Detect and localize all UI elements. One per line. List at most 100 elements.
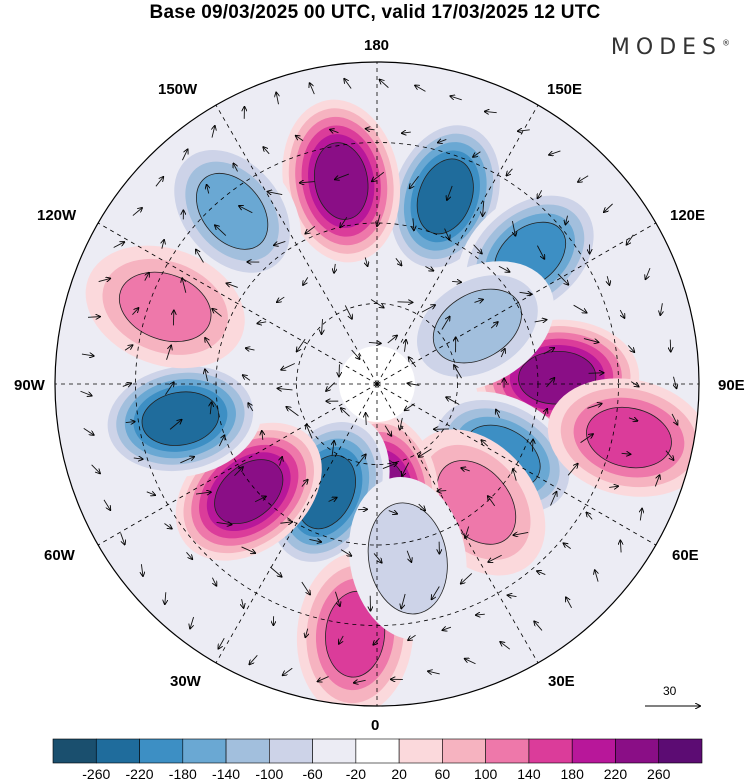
- wind-arrow: [573, 304, 587, 313]
- wind-arrow: [432, 586, 440, 599]
- wind-arrow: [98, 278, 111, 281]
- colorbar-tick-label: 220: [603, 766, 628, 782]
- wind-arrow: [297, 338, 306, 351]
- lon-label-60w: 60W: [44, 547, 75, 564]
- wind-arrow: [425, 266, 433, 270]
- colorbar-tick-label: 100: [473, 766, 498, 782]
- wind-arrow: [239, 206, 253, 214]
- wind-arrow: [83, 427, 94, 435]
- wind-arrow: [382, 463, 397, 469]
- wind-arrow: [660, 303, 662, 315]
- wind-arrow: [444, 228, 450, 240]
- colorbar-tick-label: 140: [517, 766, 541, 782]
- colorbar-tick-label: -100: [255, 766, 284, 782]
- wind-arrow: [508, 595, 517, 596]
- anomaly-contour: [118, 271, 212, 343]
- anomaly-contour: [416, 158, 474, 235]
- wind-arrow: [578, 175, 589, 182]
- colorbar-swatch: [182, 738, 227, 764]
- wind-arrow: [409, 357, 417, 368]
- wind-arrow: [133, 458, 143, 459]
- wind-arrow: [274, 241, 286, 245]
- anomaly-contour: [314, 142, 369, 220]
- wind-arrow: [500, 642, 511, 650]
- wind-arrow: [498, 265, 510, 272]
- wind-arrow: [125, 422, 135, 423]
- wind-arrow: [366, 129, 375, 130]
- wind-arrow: [397, 302, 412, 303]
- colorbar-tick-label: -180: [168, 766, 197, 782]
- wind-arrow: [473, 244, 482, 254]
- colorbar-tick-label: -140: [212, 766, 241, 782]
- meridian: [97, 222, 378, 385]
- wind-arrow: [404, 340, 406, 352]
- wind-arrow: [366, 413, 367, 426]
- wind-arrow: [248, 403, 254, 412]
- lon-label-60e: 60E: [672, 547, 699, 564]
- anomaly-field: [85, 99, 699, 706]
- wind-arrow: [132, 208, 142, 216]
- wind-arrow: [190, 616, 195, 628]
- reference-vector-label: 30: [663, 684, 677, 698]
- colorbar-tick-label: -220: [125, 766, 154, 782]
- wind-arrow: [419, 448, 432, 457]
- wind-arrow: [628, 418, 637, 421]
- graticule: [55, 62, 699, 706]
- wind-arrow: [249, 655, 258, 664]
- wind-arrow: [671, 413, 677, 425]
- meridian: [215, 104, 378, 385]
- lon-label-30w: 30W: [170, 673, 201, 690]
- wind-arrow: [413, 218, 414, 230]
- wind-arrow: [454, 365, 462, 379]
- wind-arrow: [283, 667, 293, 675]
- colorbar-swatch: [312, 738, 357, 764]
- lon-label-30e: 30E: [548, 673, 575, 690]
- lon-label-150w: 150W: [158, 81, 198, 98]
- wind-arrow: [146, 492, 155, 495]
- wind-arrow: [441, 317, 450, 330]
- wind-arrow: [619, 309, 624, 318]
- wind-arrow: [408, 634, 416, 640]
- wind-arrow: [180, 457, 194, 464]
- wind-arrow: [205, 338, 212, 349]
- wind-arrow: [532, 440, 533, 452]
- colorbar-swatch: [442, 738, 486, 764]
- wind-arrow: [218, 435, 224, 447]
- wind-arrow: [400, 417, 403, 430]
- wind-arrow: [566, 597, 572, 609]
- wind-arrow: [373, 553, 382, 562]
- colorbar-tick-label: 260: [647, 766, 671, 782]
- wind-arrow: [246, 348, 255, 350]
- wind-arrow: [165, 382, 173, 395]
- colorbar-tick-label: 180: [560, 766, 584, 782]
- wind-arrow: [476, 614, 485, 615]
- wind-arrow: [506, 168, 513, 176]
- wind-arrow: [519, 292, 532, 294]
- wind-arrow: [542, 409, 548, 421]
- lon-label-150e: 150E: [547, 81, 583, 98]
- wind-arrow: [368, 342, 381, 343]
- wind-arrow: [406, 550, 411, 562]
- lon-label-120w: 120W: [37, 207, 77, 224]
- wind-arrow: [305, 225, 316, 233]
- wind-arrow: [588, 373, 604, 374]
- wind-arrow: [332, 441, 334, 456]
- wind-arrow: [402, 462, 410, 476]
- wind-arrow: [276, 92, 278, 105]
- colorbar-swatch: [139, 738, 184, 764]
- wind-arrow: [418, 503, 425, 510]
- wind-arrow: [81, 354, 94, 356]
- wind-arrow: [263, 147, 270, 155]
- wind-arrow: [330, 130, 339, 133]
- wind-arrow: [673, 376, 676, 389]
- wind-arrow: [301, 480, 308, 487]
- wind-arrow: [438, 139, 447, 142]
- wind-arrow: [513, 469, 516, 481]
- wind-arrow: [410, 176, 419, 188]
- wind-arrow: [534, 320, 547, 322]
- wind-arrow: [461, 573, 473, 583]
- meridian: [376, 104, 539, 385]
- wind-arrow: [490, 322, 498, 329]
- wind-arrow: [488, 554, 502, 562]
- wind-arrow: [583, 338, 599, 343]
